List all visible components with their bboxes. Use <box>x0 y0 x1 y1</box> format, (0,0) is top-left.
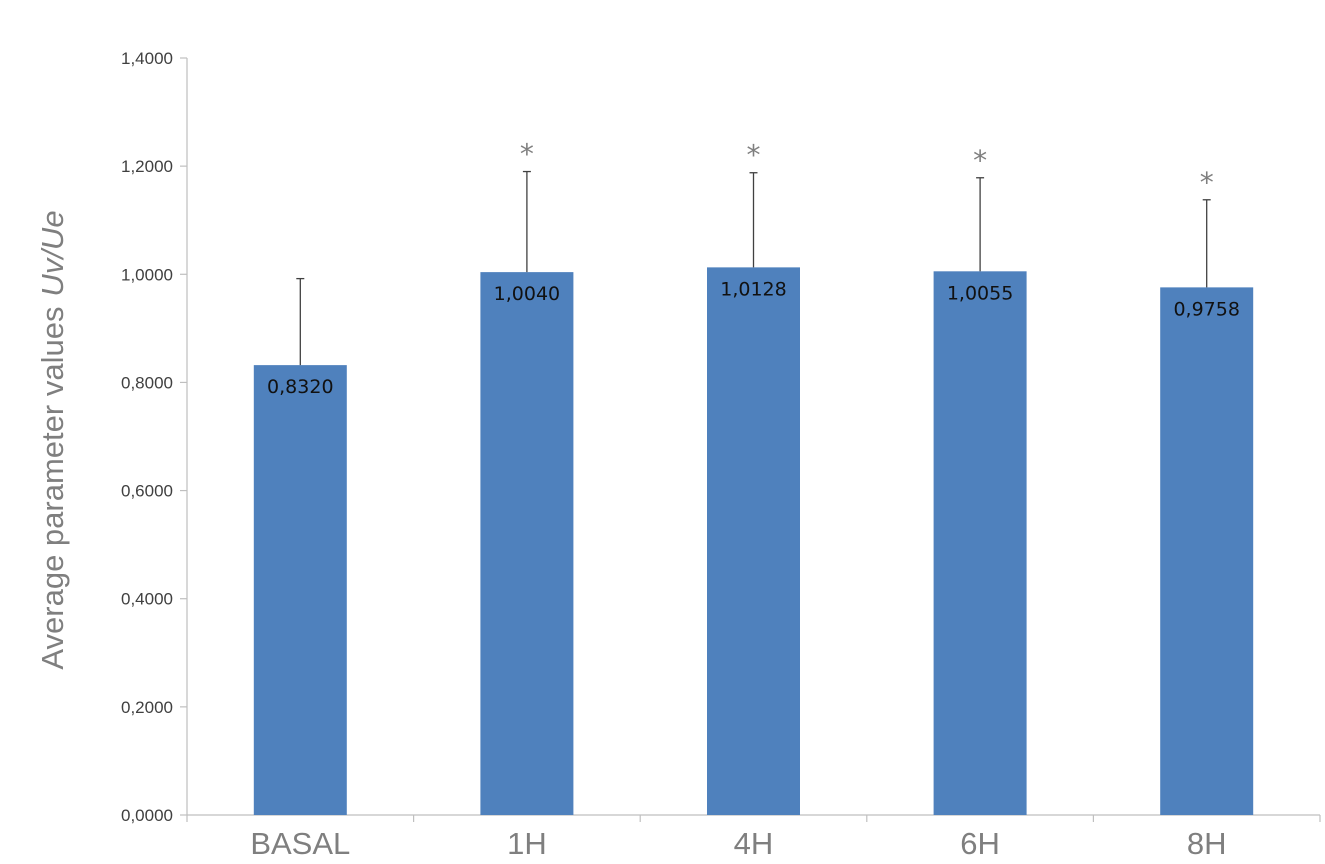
y-axis-title: Average parameter values Uv/Ue <box>35 210 70 669</box>
y-tick-label: 1,0000 <box>121 265 173 284</box>
y-tick-label: 1,2000 <box>121 157 173 176</box>
bar <box>1160 287 1254 816</box>
y-tick-label: 0,4000 <box>121 590 173 609</box>
bar <box>253 365 347 815</box>
bar <box>480 272 574 815</box>
data-label: 0,8320 <box>267 376 333 398</box>
bar <box>707 267 800 815</box>
x-category-label: 4H <box>734 826 774 861</box>
y-tick-label: 0,0000 <box>121 806 173 825</box>
y-axis-title-text: Average parameter values <box>35 307 70 670</box>
bar <box>933 271 1027 816</box>
y-tick-label: 0,8000 <box>121 373 173 392</box>
significance-marker: * <box>747 139 761 172</box>
x-category-label: 1H <box>507 826 547 861</box>
x-category-label: BASAL <box>250 826 350 861</box>
data-label: 0,9758 <box>1173 298 1239 320</box>
significance-marker: * <box>973 144 987 177</box>
x-category-label: 6H <box>960 826 1000 861</box>
significance-marker: * <box>1200 166 1214 199</box>
y-axis-title-italic: Uv/Ue <box>35 210 70 296</box>
y-tick-label: 0,6000 <box>121 482 173 501</box>
y-tick-label: 0,2000 <box>121 698 173 717</box>
y-tick-label: 1,4000 <box>121 49 173 68</box>
data-label: 1,0040 <box>494 283 560 305</box>
data-label: 1,0128 <box>720 278 786 300</box>
x-category-label: 8H <box>1187 826 1227 861</box>
significance-marker: * <box>520 138 534 171</box>
data-label: 1,0055 <box>947 282 1013 304</box>
